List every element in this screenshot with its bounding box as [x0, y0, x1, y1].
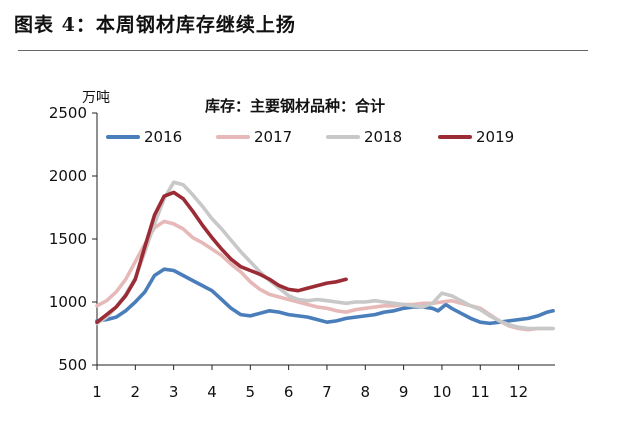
x-tick-label: 1	[92, 383, 102, 401]
figure-title: 图表 4：本周钢材库存继续上扬	[14, 14, 296, 36]
x-tick-label: 10	[432, 383, 451, 401]
series-lines	[95, 180, 555, 332]
legend-label-2019: 2019	[476, 128, 514, 146]
chart-title: 库存：主要钢材品种：合计	[205, 97, 385, 115]
y-tick-label: 1500	[49, 230, 87, 248]
y-axis-unit-label: 万吨	[82, 90, 110, 106]
x-tick-label: 11	[471, 383, 490, 401]
x-tick-label: 5	[246, 383, 256, 401]
legend-label-2016: 2016	[144, 128, 182, 146]
series-line-2018	[95, 180, 555, 331]
y-tick-label: 2000	[49, 167, 87, 185]
x-tick-label: 3	[169, 383, 179, 401]
x-tick-label: 7	[322, 383, 332, 401]
legend-label-2018: 2018	[364, 128, 402, 146]
legend-label-2017: 2017	[254, 128, 292, 146]
x-tick-label: 2	[131, 383, 141, 401]
x-tick-label: 8	[361, 383, 371, 401]
title-divider	[18, 50, 588, 51]
y-tick-label: 2500	[49, 104, 87, 122]
x-tick-label: 4	[207, 383, 217, 401]
x-tick-label: 12	[509, 383, 528, 401]
series-line-2019	[95, 190, 348, 324]
x-tick-label: 6	[284, 383, 294, 401]
y-tick-label: 500	[58, 356, 87, 374]
y-tick-label: 1000	[49, 293, 87, 311]
x-tick-label: 9	[399, 383, 409, 401]
series-line-2016	[95, 267, 555, 326]
legend: 2016 2017 2018 2019	[106, 128, 514, 146]
